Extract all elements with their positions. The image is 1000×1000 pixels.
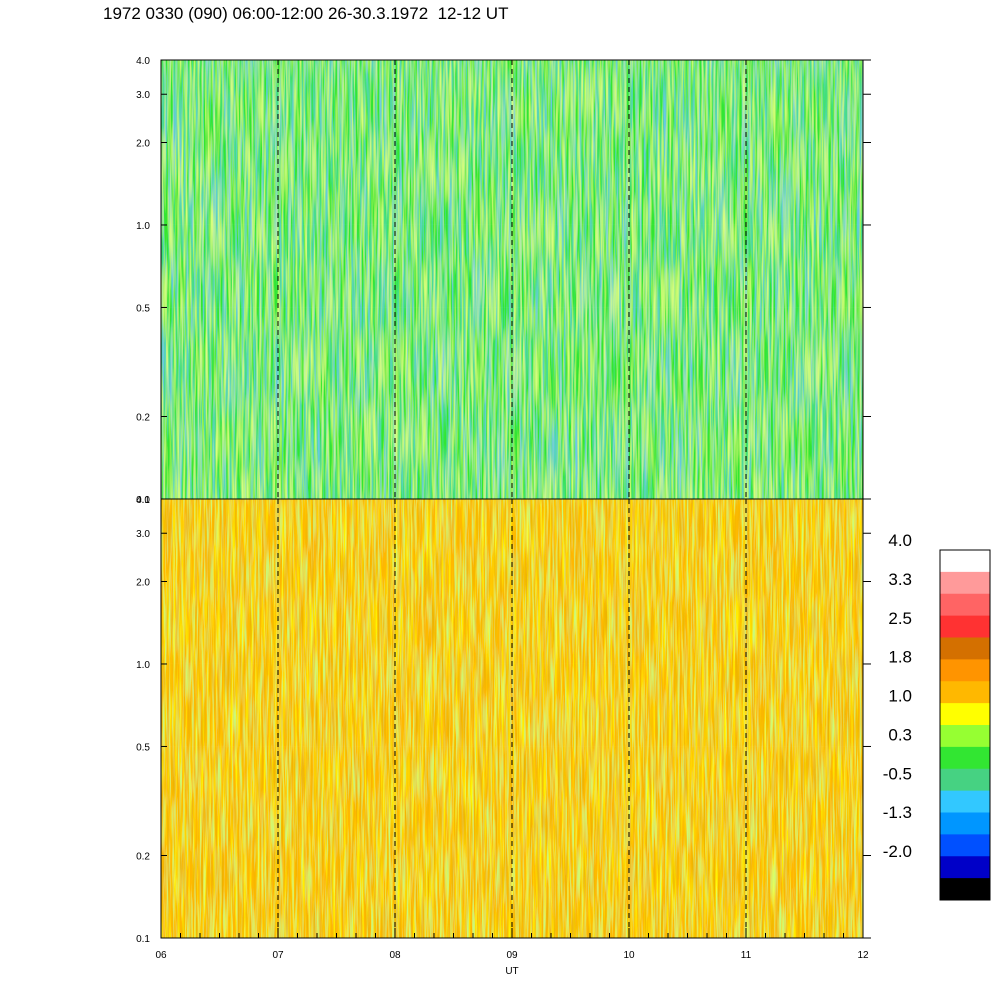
x-axis-label: UT	[505, 966, 518, 977]
colorbar-label: 2.5	[888, 609, 912, 628]
y-tick-label: 0.5	[136, 742, 150, 753]
colorbar-frame	[939, 549, 991, 901]
panel-upper-band-1	[161, 224, 863, 308]
colorbar-swatch	[940, 812, 990, 835]
x-tick-label: 11	[741, 950, 752, 961]
panel-lower-band-1	[161, 663, 863, 747]
colorbar-swatch	[940, 681, 990, 704]
colorbar-swatch	[940, 571, 990, 595]
y-tick-label: 1.0	[136, 660, 150, 671]
colorbar-label: 0.3	[888, 725, 912, 744]
colorbar-label: 1.0	[888, 687, 912, 706]
colorbar-swatch	[940, 878, 990, 901]
y-tick-label: 3.0	[136, 90, 150, 101]
colorbar-label: -1.3	[883, 803, 912, 822]
y-tick-label: 2.0	[136, 138, 150, 149]
y-tick-label: 0.2	[136, 413, 150, 424]
x-tick-label: 09	[506, 950, 518, 961]
colorbar-swatch	[940, 746, 990, 770]
y-tick-label: 3.0	[136, 529, 150, 540]
x-tick-label: 12	[857, 950, 869, 961]
colorbar-swatch	[940, 659, 990, 682]
colorbar-swatch	[940, 593, 990, 617]
colorbar-swatch	[940, 768, 990, 792]
y-tick-label: 0.5	[136, 303, 150, 314]
colorbar-swatch	[940, 637, 990, 660]
y-tick-label: 2.0	[136, 577, 150, 588]
y-tick-label: 4.0	[136, 56, 150, 67]
colorbar-label: 4.0	[888, 531, 912, 550]
colorbar-swatch	[940, 703, 990, 726]
colorbar-swatch	[940, 790, 990, 813]
x-tick-label: 08	[389, 950, 401, 961]
colorbar-swatch	[940, 834, 990, 857]
colorbar-label: 1.8	[888, 648, 912, 667]
colorbar-label: 3.3	[888, 570, 912, 589]
colorbar-swatch	[940, 725, 990, 748]
colorbar-label: -0.5	[883, 764, 912, 783]
colorbar-label: -2.0	[883, 842, 912, 861]
y-tick-label: 1.0	[136, 221, 150, 232]
colorbar-swatch	[940, 550, 990, 573]
y-tick-label: 0.1	[136, 495, 150, 506]
y-tick-label: 0.2	[136, 852, 150, 863]
colorbar-swatch	[940, 856, 990, 879]
x-tick-label: 07	[272, 950, 284, 961]
colorbar-swatch	[940, 615, 990, 638]
y-tick-label: 4.0	[136, 495, 150, 506]
y-tick-label: 0.1	[136, 934, 150, 945]
x-tick-label: 06	[155, 950, 167, 961]
chart-title: 1972 0330 (090) 06:00-12:00 26-30.3.1972…	[103, 4, 509, 23]
x-tick-label: 10	[623, 950, 635, 961]
